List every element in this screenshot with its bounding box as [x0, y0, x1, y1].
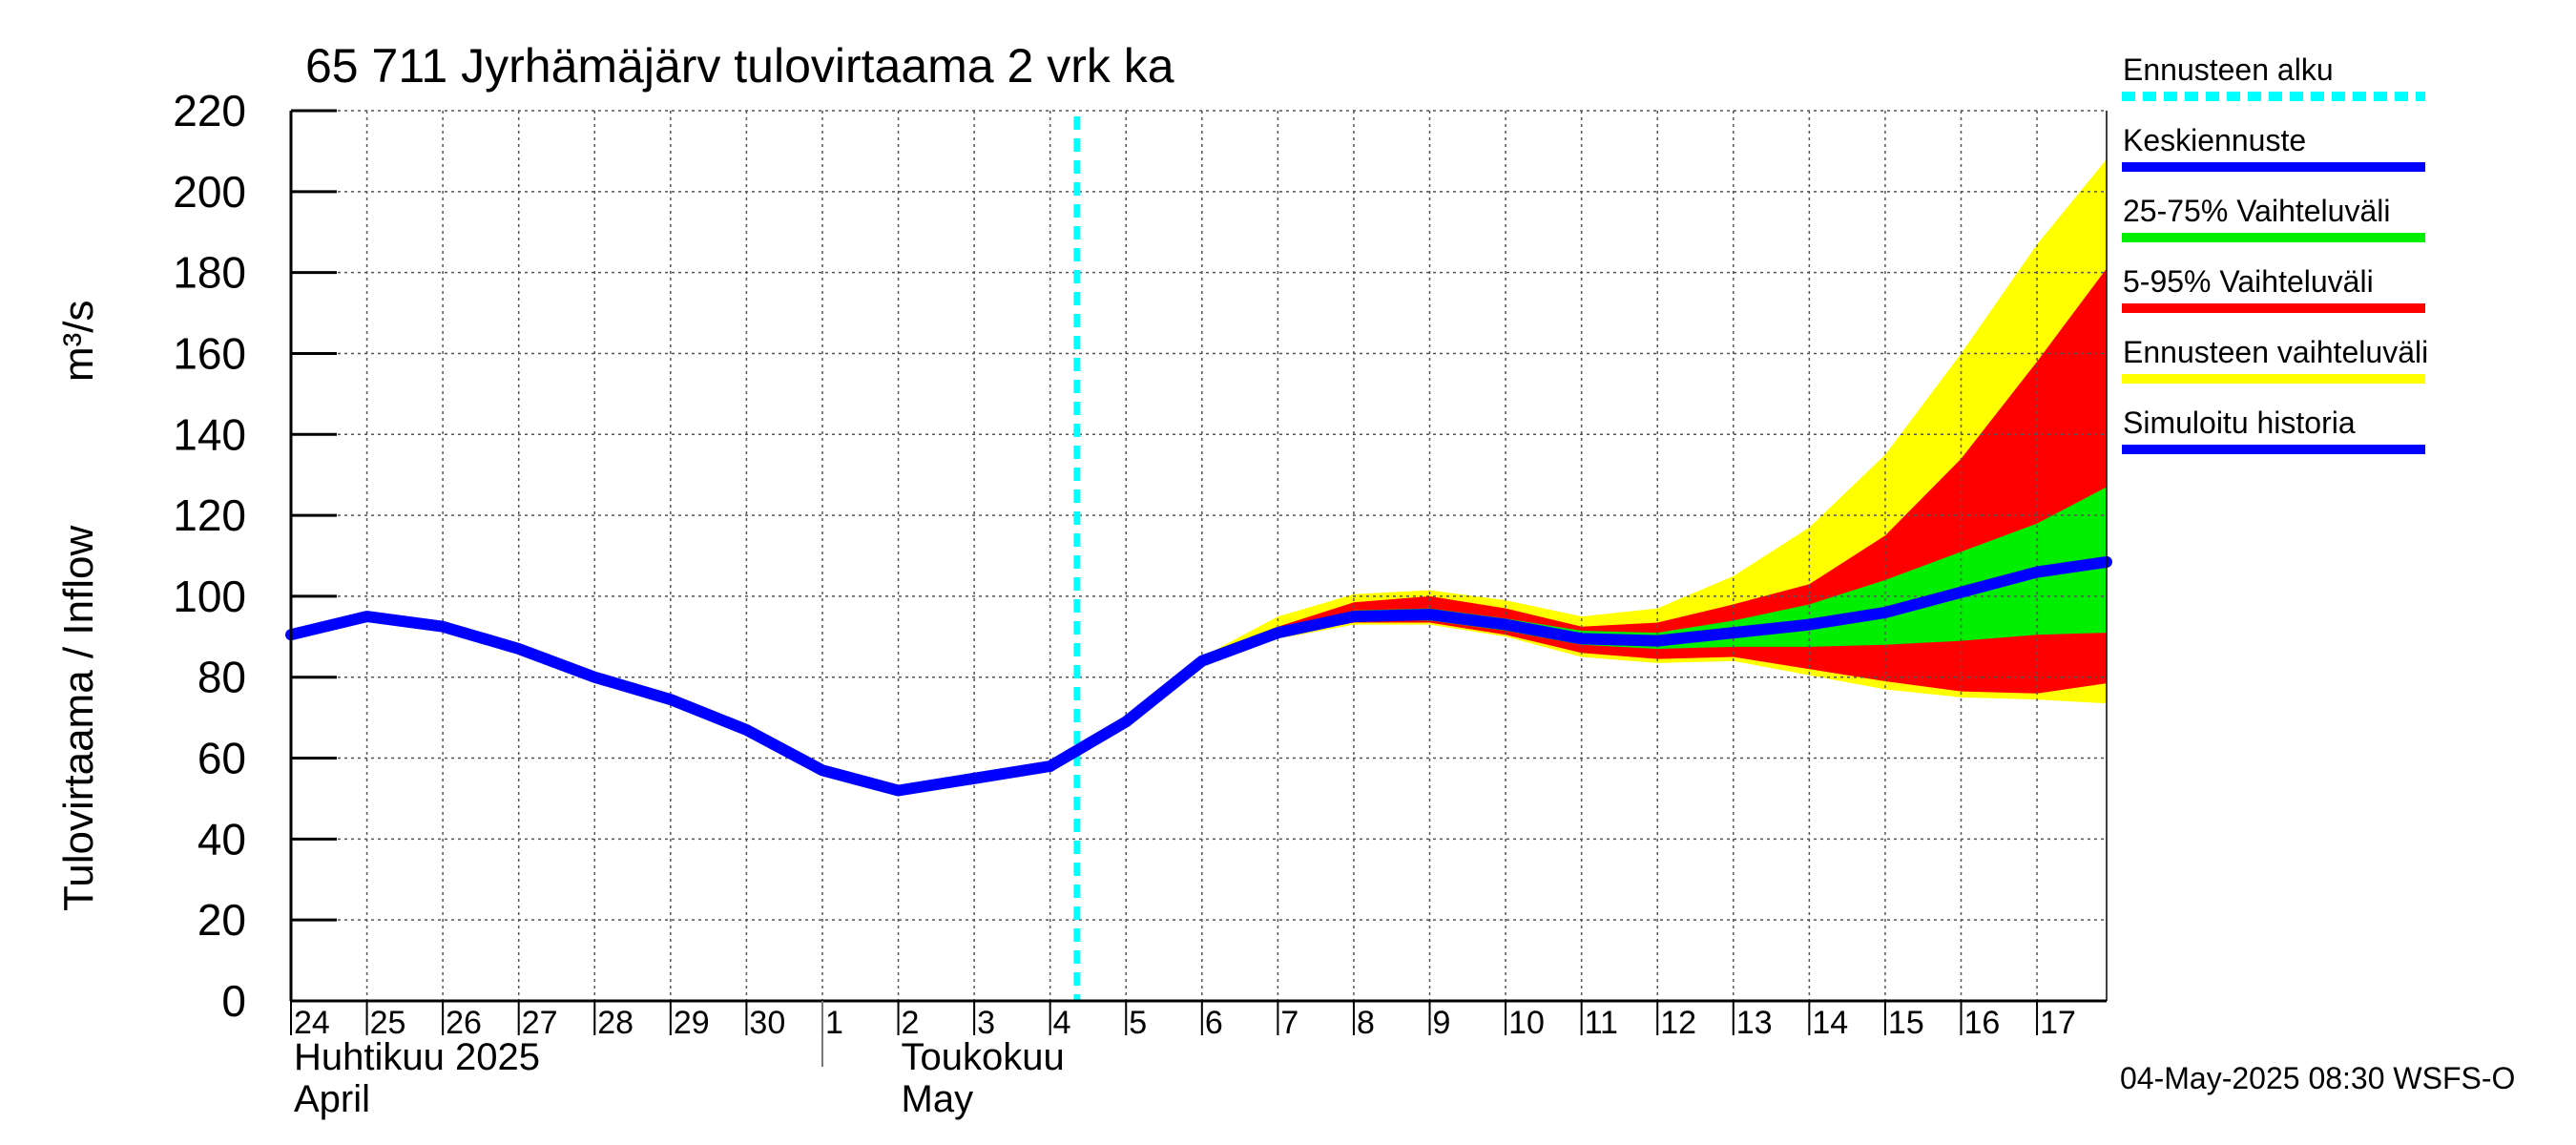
y-tick-label: 40: [197, 814, 246, 864]
month-label-fi: Toukokuu: [902, 1036, 1065, 1078]
x-tick-label: 1: [825, 1005, 843, 1041]
legend-label: Simuloitu historia: [2123, 406, 2356, 440]
series-lines: [285, 116, 2112, 1001]
month-label-en: May: [902, 1078, 974, 1120]
y-tick-label: 180: [173, 248, 246, 298]
x-tick-label: 12: [1660, 1005, 1696, 1041]
axes: [289, 109, 2108, 1067]
x-tick-label: 10: [1508, 1005, 1545, 1041]
x-tick-label: 6: [1205, 1005, 1223, 1041]
y-tick-label: 220: [173, 86, 246, 135]
x-tick-label: 27: [522, 1005, 558, 1041]
legend-label: Ennusteen alku: [2123, 52, 2334, 87]
x-tick-label: 7: [1280, 1005, 1298, 1041]
y-tick-label: 20: [197, 895, 246, 945]
x-tick-label: 15: [1888, 1005, 1924, 1041]
y-tick-label: 60: [197, 734, 246, 783]
y-tick-label: 120: [173, 490, 246, 540]
x-tick-label: 30: [749, 1005, 785, 1041]
y-tick-label: 140: [173, 409, 246, 459]
x-tick-label: 11: [1585, 1005, 1618, 1041]
footer-timestamp: 04-May-2025 08:30 WSFS-O: [2120, 1061, 2515, 1095]
x-tick-label: 29: [674, 1005, 710, 1041]
y-axis-unit: m³/s: [55, 300, 102, 382]
x-tick-label: 24: [294, 1005, 330, 1041]
y-tick-label: 100: [173, 572, 246, 621]
grid-lines: [291, 110, 2107, 1001]
x-tick-label: 17: [2040, 1005, 2076, 1041]
month-label-fi: Huhtikuu 2025: [294, 1036, 540, 1078]
y-axis-label: Tulovirtaama / Inflow: [55, 525, 102, 911]
band-25-75: [1049, 487, 2107, 766]
chart-title: 65 711 Jyrhämäjärv tulovirtaama 2 vrk ka: [305, 39, 1174, 93]
x-tick-label: 14: [1812, 1005, 1848, 1041]
x-tick-label: 16: [1963, 1005, 2000, 1041]
x-tick-label: 26: [446, 1005, 482, 1041]
x-tick-label: 5: [1129, 1005, 1147, 1041]
x-tick-label: 4: [1053, 1005, 1071, 1041]
series-median-forecast: [1044, 555, 2112, 772]
y-tick-label: 80: [197, 653, 246, 702]
x-tick-label: 3: [977, 1005, 995, 1041]
series-simulated-history: [285, 611, 1056, 797]
forecast-bands: [1049, 158, 2107, 766]
legend-label: 25-75% Vaihteluväli: [2123, 194, 2390, 228]
x-tick-label: 28: [597, 1005, 634, 1041]
month-label-en: April: [294, 1078, 370, 1120]
x-tick-label: 2: [902, 1005, 920, 1041]
legend-label: 5-95% Vaihteluväli: [2123, 264, 2374, 299]
x-tick-label: 25: [370, 1005, 406, 1041]
legend-label: Keskiennuste: [2123, 123, 2306, 157]
y-tick-label: 200: [173, 167, 246, 217]
x-tick-label: 13: [1736, 1005, 1773, 1041]
y-tick-label: 160: [173, 328, 246, 378]
x-tick-label: 8: [1357, 1005, 1375, 1041]
legend: Ennusteen alku Keskiennuste 25-75% Vaihtel…: [2122, 52, 2428, 454]
legend-label: Ennusteen vaihteluväli: [2123, 335, 2428, 369]
x-tick-label: 9: [1433, 1005, 1451, 1041]
y-tick-label: 0: [221, 976, 246, 1026]
